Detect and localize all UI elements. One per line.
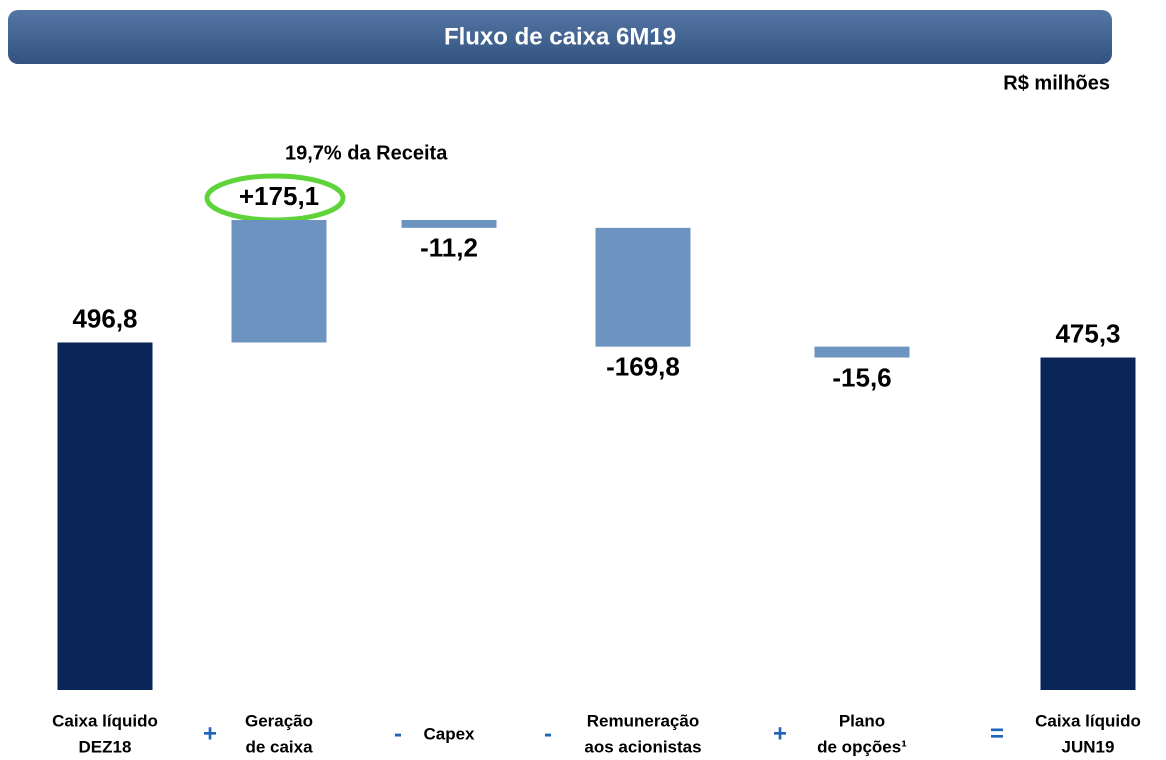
category-label: Caixa líquido [1035,711,1141,730]
value-label: -15,6 [832,362,891,392]
annotation: 19,7% da Receita [285,142,448,164]
category-label: Plano [839,711,885,730]
operator: + [203,720,217,747]
unit-label: R$ milhões [1003,72,1110,94]
category-label: de caixa [245,737,313,756]
operator: - [544,720,552,747]
bar [814,346,910,358]
category-label: JUN19 [1062,737,1115,756]
bar [1040,357,1136,690]
value-label: 496,8 [72,303,137,333]
operator: - [394,720,402,747]
bar [57,342,153,690]
category-label: de opções¹ [817,737,907,756]
bar [401,220,497,228]
category-label: Remuneração [587,711,699,730]
operator: + [773,720,787,747]
category-label: Capex [423,724,475,743]
value-label: 475,3 [1055,318,1120,348]
bar [231,220,327,343]
category-label: Caixa líquido [52,711,158,730]
category-label: DEZ18 [79,737,132,756]
title-banner [8,10,1112,64]
operator: = [990,720,1004,747]
value-label: -169,8 [606,351,680,381]
bar [595,227,691,347]
chart-title: Fluxo de caixa 6M19 [444,23,676,50]
category-label: aos acionistas [584,737,701,756]
category-label: Geração [245,711,313,730]
value-label: +175,1 [239,181,319,211]
value-label: -11,2 [420,233,478,263]
